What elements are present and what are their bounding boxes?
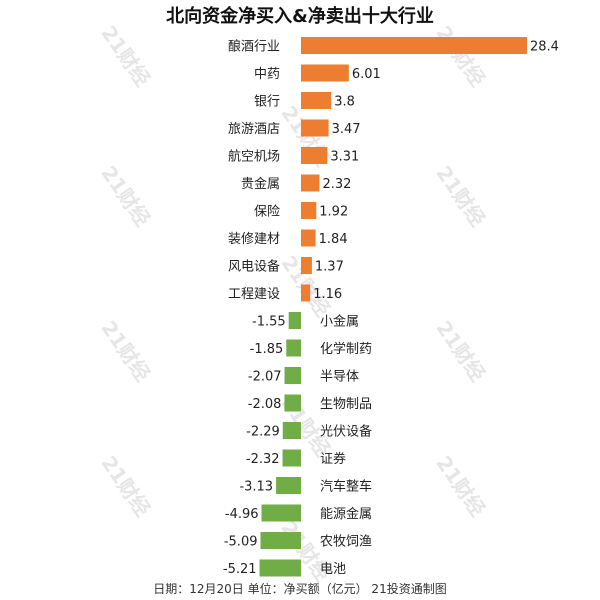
- category-label: 工程建设: [228, 287, 280, 302]
- value-label: -3.13: [239, 480, 273, 495]
- value-label: 3.31: [330, 150, 359, 165]
- labels: 酿酒行业 28.4 中药 6.01 银行 3.8 旅游酒店 3.47 航空机场 3.31 贵金属 2.…: [223, 39, 559, 578]
- watermark-text: 21财经: [96, 161, 155, 230]
- value-label: -2.08: [248, 397, 282, 412]
- bar-14: [284, 394, 301, 412]
- footer-note: 日期：12月20日 单位：净买额（亿元） 21投资通制图: [153, 582, 447, 596]
- value-label: 1.92: [319, 205, 348, 220]
- bar-8: [301, 229, 316, 247]
- category-label: 贵金属: [241, 176, 280, 192]
- watermark-text: 21财经: [431, 316, 490, 385]
- category-label: 保险: [254, 205, 280, 220]
- value-label: 1.16: [313, 287, 342, 302]
- bar-15: [282, 422, 301, 439]
- value-label: -5.09: [224, 535, 258, 550]
- bars: [259, 37, 527, 577]
- watermark-text: 21财经: [96, 316, 155, 385]
- bar-4: [301, 119, 329, 137]
- bar-3: [301, 92, 332, 109]
- category-label: 化学制药: [320, 341, 372, 357]
- category-label: 光伏设备: [320, 424, 372, 440]
- category-label: 装修建材: [228, 232, 280, 247]
- category-label: 汽车整车: [320, 479, 372, 495]
- value-label: -5.21: [223, 562, 257, 577]
- category-label: 风电设备: [228, 259, 280, 275]
- category-label: 银行: [254, 95, 280, 110]
- bar-20: [259, 559, 301, 577]
- bar-10: [301, 284, 311, 302]
- value-label: -4.96: [225, 507, 259, 522]
- watermark-text: 21财经: [431, 161, 490, 230]
- category-label: 小金属: [320, 314, 359, 330]
- watermark-text: 21财经: [96, 21, 155, 90]
- category-label: 能源金属: [320, 506, 372, 522]
- value-label: 1.37: [315, 260, 344, 275]
- watermark-text: 21财经: [431, 451, 490, 520]
- bar-11: [288, 312, 301, 329]
- value-label: 2.32: [322, 177, 351, 192]
- bar-9: [301, 257, 312, 274]
- value-label: 3.47: [332, 122, 361, 137]
- value-label: 6.01: [352, 67, 381, 82]
- watermark-text: 21财经: [431, 21, 490, 90]
- category-label: 证券: [320, 451, 346, 467]
- bar-2: [301, 64, 349, 82]
- watermark-text: 21财经: [96, 451, 155, 520]
- category-label: 半导体: [320, 370, 359, 385]
- bar-7: [301, 202, 317, 219]
- value-label: -1.55: [252, 315, 286, 330]
- bar-17: [276, 477, 301, 494]
- bar-6: [301, 174, 320, 192]
- category-label: 中药: [254, 67, 280, 82]
- bar-18: [261, 504, 301, 522]
- category-label: 旅游酒店: [228, 122, 280, 137]
- value-label: -2.32: [246, 452, 280, 467]
- bar-12: [286, 339, 301, 357]
- category-label: 电池: [320, 562, 346, 577]
- category-label: 农牧饲渔: [320, 535, 372, 550]
- bar-19: [260, 532, 301, 549]
- category-label: 航空机场: [228, 149, 280, 165]
- bar-16: [282, 449, 301, 467]
- bar-13: [284, 367, 301, 384]
- value-label: 3.8: [334, 95, 355, 110]
- value-label: -1.85: [250, 342, 284, 357]
- value-label: 28.4: [530, 40, 559, 55]
- value-label: 1.84: [319, 232, 348, 247]
- category-label: 酿酒行业: [228, 39, 280, 55]
- bar-5: [301, 147, 328, 164]
- chart-title: 北向资金净买入&净卖出十大行业: [166, 6, 434, 27]
- bar-1: [301, 37, 527, 54]
- value-label: -2.29: [246, 425, 280, 440]
- category-label: 生物制品: [320, 397, 372, 412]
- value-label: -2.07: [248, 370, 282, 385]
